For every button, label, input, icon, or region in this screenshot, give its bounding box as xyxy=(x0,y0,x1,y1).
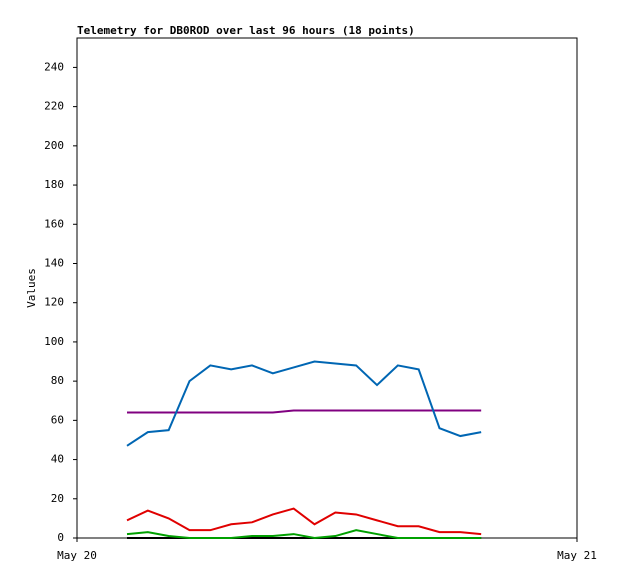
series-line xyxy=(126,507,482,536)
y-tick-label: 200 xyxy=(44,139,64,152)
y-tick-label: 160 xyxy=(44,217,64,230)
x-tick-label: May 20 xyxy=(57,549,97,562)
series-line xyxy=(126,529,482,540)
y-tick-label: 140 xyxy=(44,256,64,269)
y-tick-label: 40 xyxy=(51,453,64,466)
y-tick-label: 220 xyxy=(44,100,64,113)
y-axis-label: Values xyxy=(25,268,38,308)
y-tick-label: 180 xyxy=(44,178,64,191)
y-tick-label: 240 xyxy=(44,60,64,73)
y-tick-label: 20 xyxy=(51,492,64,505)
series-line xyxy=(126,360,482,447)
y-tick-label: 80 xyxy=(51,374,64,387)
chart-title: Telemetry for DB0ROD over last 96 hours … xyxy=(77,24,415,37)
y-tick-label: 100 xyxy=(44,335,64,348)
series-line xyxy=(127,409,482,414)
y-tick-label: 60 xyxy=(51,413,64,426)
y-tick-label: 0 xyxy=(57,531,64,544)
x-tick-label: May 21 xyxy=(557,549,597,562)
y-tick-label: 120 xyxy=(44,296,64,309)
